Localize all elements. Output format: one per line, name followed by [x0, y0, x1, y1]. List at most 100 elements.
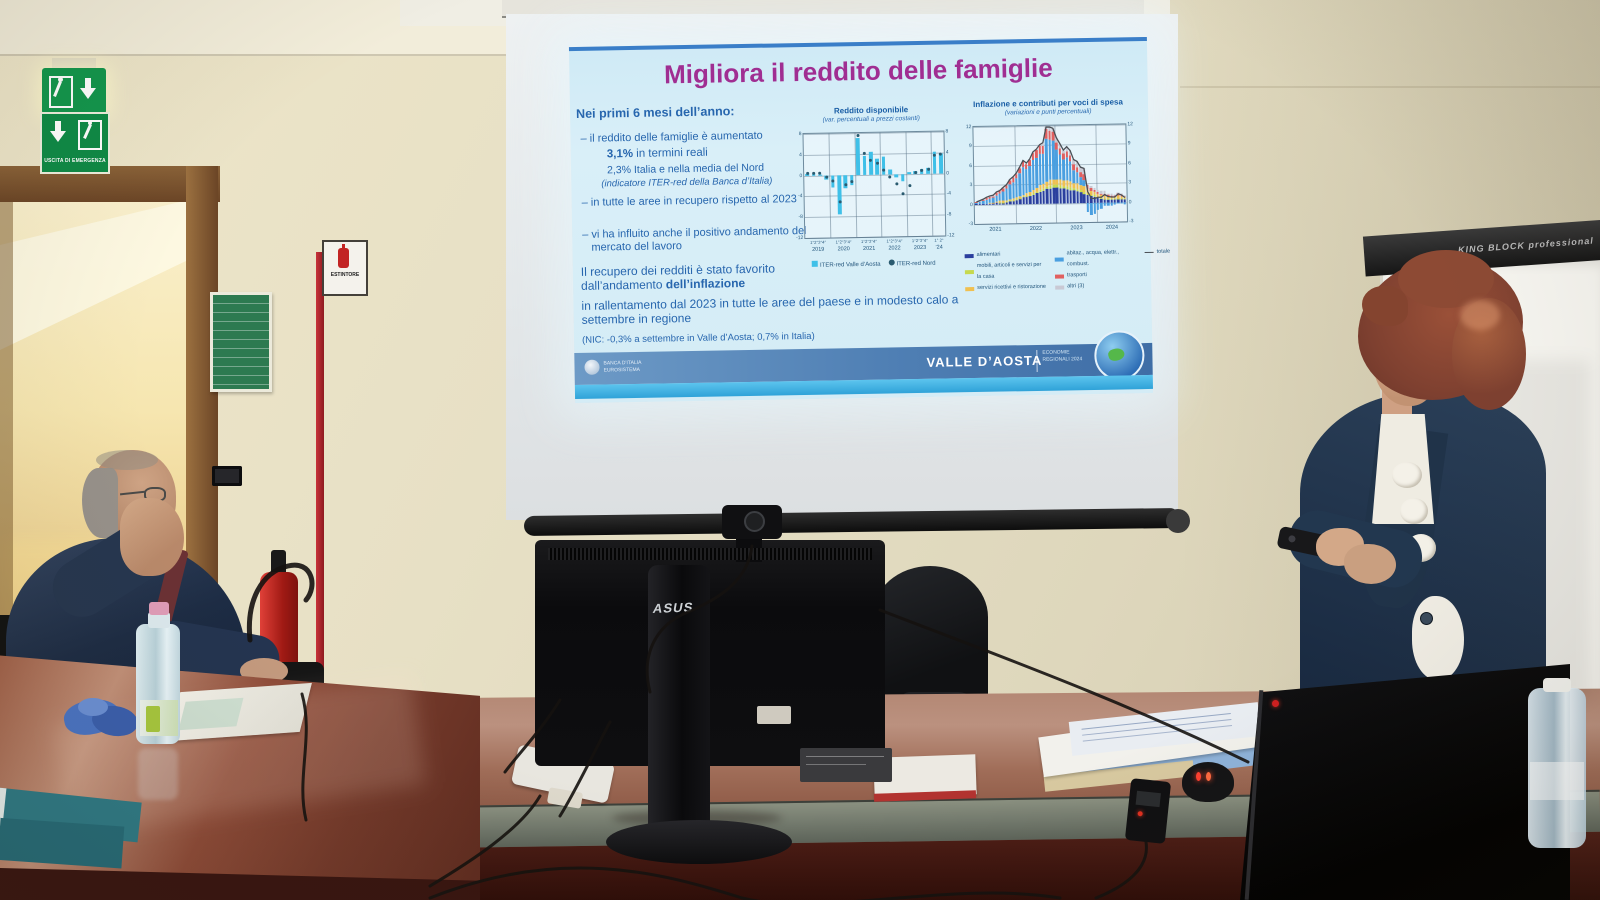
nord-dot	[882, 168, 886, 172]
slide-paragraph-1: Il recupero dei redditi è stato favorito…	[580, 261, 776, 294]
vda-bar	[894, 173, 899, 178]
y-tick-right: 6	[1127, 160, 1131, 167]
slide-stat-2: 2,3% Italia e nella media del Nord	[606, 161, 765, 177]
emergency-exit-sign-icon	[42, 68, 106, 114]
vda-bar	[862, 155, 867, 175]
quarter-labels: 1°2°3°4°	[860, 238, 878, 245]
man-hair	[82, 468, 118, 538]
teal-report-booklet-2	[0, 817, 125, 869]
projected-slide: Migliora il reddito delle famiglie Nei p…	[568, 36, 1170, 404]
extinguisher-pictogram-icon	[338, 248, 349, 268]
down-arrow-icon	[80, 78, 96, 100]
quarter-labels: 1° 2°	[934, 237, 944, 243]
nord-dot	[914, 170, 918, 174]
slide-title: Migliora il reddito delle famiglie	[663, 52, 1053, 90]
monitor-label-sticker	[800, 748, 892, 782]
extinguisher-pictogram-nozzle-icon	[342, 244, 345, 250]
screen-bar-endcap	[1166, 509, 1190, 533]
down-arrow-icon	[50, 121, 66, 143]
nord-dot	[869, 158, 873, 162]
nord-dot	[907, 184, 911, 188]
y-tick-left: 0	[799, 172, 803, 179]
totale-line	[976, 126, 1126, 203]
light-switch	[212, 466, 242, 486]
y-tick-left: -4	[798, 193, 803, 200]
chart1-legend: ITER-red Valle d’Aosta ITER-red Nord	[787, 258, 961, 269]
thinkpad-laptop-lid	[1240, 664, 1570, 900]
extinguisher-sign: ESTINTORE	[322, 240, 368, 296]
y-tick-right: 0	[1128, 198, 1132, 205]
y-tick-right: 9	[1127, 140, 1131, 147]
bottle-label-green	[146, 706, 160, 732]
man-hand-on-face	[120, 498, 184, 576]
legend-item: servizi ricettivi e ristorazione	[965, 282, 1047, 294]
legend-item: ITER-red Nord	[888, 259, 936, 268]
slide-paragraph-2: in rallentamento dal 2023 in tutte le ar…	[581, 292, 959, 328]
y-tick-left: -8	[798, 214, 803, 221]
vda-bar	[855, 138, 861, 175]
year-label: 2022	[888, 245, 901, 252]
slide-intro: Nei primi 6 mesi dell’anno:	[575, 104, 735, 121]
bottle-label-right	[1530, 762, 1584, 800]
slide-stat-1: 3,1% in termini reali	[606, 146, 708, 161]
footer-series-label: ECONOMIE REGIONALI 2024	[1042, 349, 1083, 363]
quarter-labels: 1°2°3°4°	[911, 237, 928, 244]
nord-dot	[875, 161, 879, 165]
nord-dot	[888, 175, 892, 179]
thinkpad-logo-dot-icon	[1272, 700, 1279, 707]
nord-dot	[825, 175, 829, 179]
woman-hand-2	[1344, 544, 1396, 584]
legend-item: abitaz., acqua, elettr., combust.	[1054, 247, 1137, 270]
monitor-brand-label: ASUS	[651, 599, 695, 616]
monitor-vents	[548, 548, 872, 560]
blue-cloth-highlight	[78, 698, 108, 716]
gridline	[804, 193, 945, 198]
exit-runner-head-icon	[88, 121, 92, 125]
bank-logo: BANCA D’ITALIA EUROSISTEMA	[584, 359, 641, 375]
vda-bar	[843, 174, 848, 189]
extinguisher-stand-pole	[316, 252, 324, 692]
year-label: 2021	[862, 245, 876, 252]
report-globe-logo-icon	[1093, 330, 1145, 381]
year-label: 2020	[837, 246, 850, 253]
chart2-legend: alimentari mobili, articoli e servizi per…	[964, 247, 1170, 300]
booklet-page	[178, 697, 244, 731]
extinguisher-sign-label: ESTINTORE	[330, 272, 360, 278]
slide-bullet-2: – in tutte le aree in recupero rispetto …	[581, 193, 797, 209]
woman-hair-highlight	[1460, 300, 1500, 330]
nord-dot	[812, 171, 816, 175]
voice-recorder	[1124, 778, 1172, 844]
blouse-ruffle	[1400, 498, 1428, 524]
vda-bar	[938, 153, 943, 174]
door-frame-top	[0, 166, 220, 202]
footer-region-label: VALLE D’AOSTA	[926, 352, 1043, 370]
bottle-neck	[148, 612, 170, 628]
woman-hair-fringe	[1362, 286, 1408, 326]
woman-hair-top	[1398, 250, 1494, 308]
y-tick-left: 3	[969, 182, 973, 189]
vda-bar	[837, 174, 842, 215]
chart-reddito-disponibile: Reddito disponibile (var. percentuali a …	[784, 104, 961, 297]
blazer-button	[1420, 612, 1433, 625]
exit-sign-mount	[52, 58, 96, 70]
gridline	[803, 152, 944, 156]
exit-sign-label: USCITA DI EMERGENZA	[44, 158, 106, 164]
legend-item: ITER-red Valle d’Aosta	[811, 260, 881, 269]
y-tick-left: -3	[968, 221, 974, 228]
nord-dot	[895, 182, 899, 186]
y-tick-left: 4	[799, 151, 802, 158]
legend-item: totale	[1144, 246, 1227, 258]
bank-emblem-icon	[584, 359, 600, 375]
year-label: ’24	[935, 244, 943, 251]
y-tick-left: 8	[798, 131, 802, 138]
nord-dot	[805, 171, 809, 175]
nord-dot	[862, 152, 866, 156]
bottle-cap-pink	[149, 602, 169, 615]
computer-mouse	[1182, 762, 1234, 802]
vda-bar	[907, 171, 911, 174]
y-tick-left: -12	[796, 235, 804, 242]
slide-indicator-note: (indicatore ITER-red della Banca d’Itali…	[601, 175, 773, 190]
monitor-back	[535, 540, 885, 766]
vda-bar	[868, 151, 873, 175]
monitor-stand-base	[606, 820, 792, 864]
